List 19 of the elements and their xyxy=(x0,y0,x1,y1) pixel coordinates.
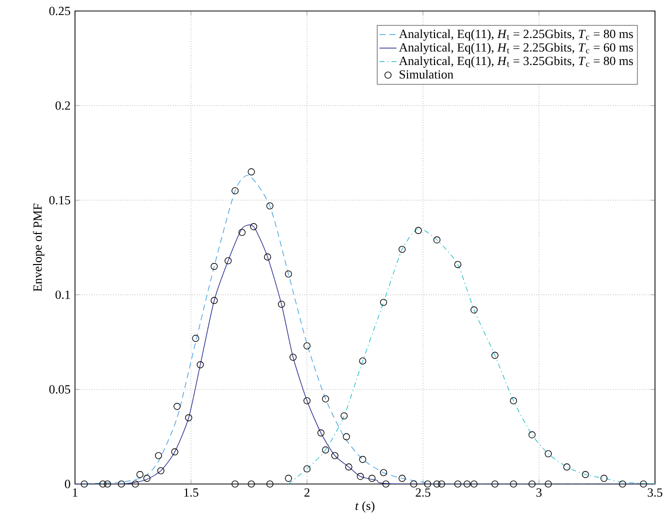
x-tick-label: 2.5 xyxy=(416,488,430,497)
x-axis-title: t (s) xyxy=(356,501,374,513)
y-tick-label: 0.05 xyxy=(49,385,70,394)
legend-label: Analytical, Eq(11), H$_{t}$ = 2.25Gbits, T$_{c}$ = 80 ms xyxy=(398,29,633,41)
y-tick-label: 0 xyxy=(64,480,70,488)
y-tick-label: 0.2 xyxy=(56,101,70,110)
legend-label: Analytical, Eq(11), H$_{t}$ = 3.25Gbits, T$_{c}$ = 80 ms xyxy=(398,56,633,68)
x-tick-label: 3 xyxy=(536,488,542,497)
legend-label: Analytical, Eq(11), H$_{t}$ = 2.25Gbits, T$_{c}$ = 60 ms xyxy=(398,42,633,54)
legend-label: Simulation xyxy=(400,70,454,79)
y-tick-label: 0.25 xyxy=(49,6,70,16)
x-tick-label: 3.5 xyxy=(648,488,662,497)
x-tick-label: 2 xyxy=(304,488,310,497)
x-tick-label: 1 xyxy=(72,488,78,497)
y-tick-label: 0.15 xyxy=(49,196,70,204)
line-series xyxy=(288,228,656,484)
x-tick-label: 1.5 xyxy=(184,488,198,497)
y-axis-title: Envelope of PMF xyxy=(32,204,44,292)
y-tick-label: 0.1 xyxy=(56,290,70,300)
